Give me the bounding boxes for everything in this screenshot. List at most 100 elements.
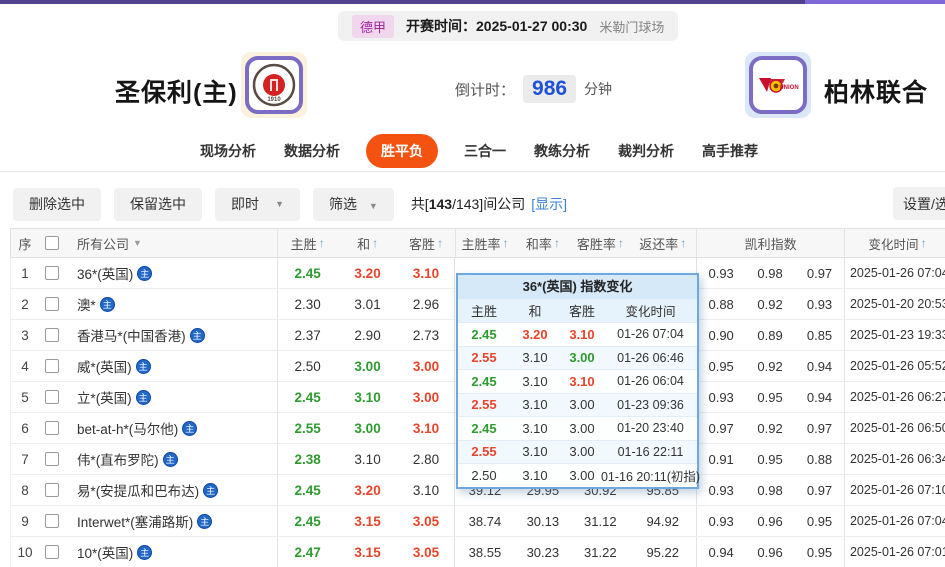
kelly-value: 0.88 bbox=[708, 296, 734, 312]
row-checkbox[interactable] bbox=[44, 452, 59, 466]
row-checkbox[interactable] bbox=[44, 390, 59, 404]
header-return-rate-sort[interactable]: 返还率 ↑ bbox=[629, 229, 698, 257]
kelly-value: 0.89 bbox=[757, 327, 783, 343]
header-draw-rate-sort[interactable]: 和率 ↑ bbox=[525, 236, 560, 252]
odds-value: 3.01 bbox=[354, 296, 381, 312]
cell-draw-odds: 3.20 bbox=[338, 475, 398, 505]
cell-kelly-away: 0.97 bbox=[795, 475, 845, 505]
odds-value: 3.10 bbox=[522, 420, 548, 436]
row-checkbox[interactable] bbox=[44, 514, 59, 528]
cell-kelly-home: 0.91 bbox=[697, 444, 745, 474]
row-checkbox[interactable] bbox=[44, 421, 59, 435]
popup-title: 36*(英国) 指数变化 bbox=[458, 275, 697, 299]
cell-kelly-home: 0.93 bbox=[697, 475, 745, 505]
row-checkbox[interactable] bbox=[44, 297, 59, 311]
popup-row: 2.55 3.10 3.00 01-26 06:46 bbox=[458, 345, 697, 369]
cell-draw-odds: 3.01 bbox=[338, 289, 398, 319]
table-row[interactable]: 8 易*(安提瓜和巴布达) 主 2.45 3.20 3.10 39.12 29.95 30.92… bbox=[10, 475, 945, 506]
keep-selected-button[interactable]: 保留选中 bbox=[114, 187, 202, 221]
cell-kelly-away: 0.94 bbox=[795, 382, 845, 412]
company-name: bet-at-h*(马尔他) bbox=[76, 422, 179, 437]
checkbox-icon[interactable] bbox=[44, 236, 59, 250]
header-home-rate-sort[interactable]: 主胜率 ↑ bbox=[461, 236, 509, 252]
row-checkbox-cell bbox=[39, 351, 65, 381]
cell-draw-odds: 3.15 bbox=[338, 506, 398, 536]
cell-change-time: 2025-01-26 07:01 bbox=[849, 545, 945, 559]
kelly-value: 0.93 bbox=[708, 482, 734, 498]
cell-company: 易*(安提瓜和巴布达) 主 bbox=[65, 475, 278, 505]
tab-胜平负[interactable]: 胜平负 bbox=[366, 134, 438, 168]
cell-home-win-odds: 2.45 bbox=[278, 258, 338, 288]
odds-value: 3.15 bbox=[354, 544, 381, 560]
svg-text:UNION: UNION bbox=[779, 85, 798, 91]
popup-change-time: 01-26 06:04 bbox=[617, 374, 684, 389]
cell-away-win-odds: 3.10 bbox=[398, 475, 456, 505]
tab-高手推荐[interactable]: 高手推荐 bbox=[702, 143, 758, 159]
cell-away-rate: 31.12 bbox=[571, 506, 629, 536]
row-checkbox[interactable] bbox=[44, 359, 59, 373]
cell-away-win-odds: 3.00 bbox=[398, 351, 456, 381]
filter-select[interactable]: 筛选 ▼ bbox=[313, 187, 394, 221]
kelly-value: 0.95 bbox=[708, 358, 734, 374]
header-change-time-sort[interactable]: 变化时间 ↑ bbox=[868, 236, 927, 252]
row-checkbox[interactable] bbox=[44, 545, 59, 559]
row-seq: 9 bbox=[21, 513, 29, 529]
row-seq: 4 bbox=[21, 358, 29, 374]
show-link[interactable]: [显示] bbox=[531, 196, 567, 212]
header-home-win-sort[interactable]: 主胜 ↑ bbox=[290, 236, 325, 252]
tab-数据分析[interactable]: 数据分析 bbox=[284, 143, 340, 159]
tab-现场分析[interactable]: 现场分析 bbox=[200, 143, 256, 159]
instant-select[interactable]: 即时 ▼ bbox=[215, 187, 300, 221]
header-company[interactable]: 所有公司 ▼ bbox=[65, 229, 278, 257]
countdown-value: 986 bbox=[523, 75, 577, 103]
delete-selected-button[interactable]: 删除选中 bbox=[13, 187, 101, 221]
company-name: Interwet*(塞浦路斯) bbox=[76, 515, 194, 530]
header-draw-sort[interactable]: 和 ↑ bbox=[357, 236, 379, 252]
home-team-name: 圣保利(主) bbox=[115, 79, 238, 107]
loading-strip-light bbox=[805, 0, 945, 4]
odds-value: 3.05 bbox=[412, 544, 440, 560]
cell-kelly-home: 0.97 bbox=[697, 413, 745, 443]
odds-value: 3.00 bbox=[569, 467, 595, 483]
row-seq: 5 bbox=[21, 389, 29, 405]
company-count-text: 共[143/143]间公司 bbox=[410, 196, 526, 212]
row-checkbox[interactable] bbox=[44, 483, 59, 497]
row-checkbox[interactable] bbox=[44, 328, 59, 342]
header-select-all-checkbox[interactable] bbox=[39, 229, 65, 257]
league-badge: 德甲 bbox=[352, 14, 395, 38]
cell-away-win-odds: 3.10 bbox=[398, 258, 456, 288]
tab-教练分析[interactable]: 教练分析 bbox=[534, 143, 590, 159]
rate-value: 94.92 bbox=[646, 513, 679, 529]
header-away-rate-sort[interactable]: 客胜率 ↑ bbox=[576, 236, 624, 252]
cell-kelly-home: 0.95 bbox=[697, 351, 745, 381]
kelly-value: 0.91 bbox=[708, 451, 734, 467]
cell-company: bet-at-h*(马尔他) 主 bbox=[65, 413, 278, 443]
away-team-name: 柏林联合 bbox=[824, 79, 929, 107]
odds-value: 3.05 bbox=[412, 513, 440, 529]
cell-away-win-odds: 3.10 bbox=[398, 413, 456, 443]
odds-value: 3.10 bbox=[522, 350, 548, 366]
kelly-value: 0.92 bbox=[757, 420, 783, 436]
row-seq: 1 bbox=[21, 265, 29, 281]
row-checkbox[interactable] bbox=[44, 266, 59, 280]
cell-home-win-odds: 2.37 bbox=[278, 320, 338, 350]
odds-value: 2.55 bbox=[471, 350, 497, 366]
table-row[interactable]: 10 10*(英国) 主 2.47 3.15 3.05 38.55 30.23 31.22 95.… bbox=[10, 537, 945, 567]
cell-kelly-away: 0.97 bbox=[795, 258, 845, 288]
company-name: 36*(英国) bbox=[76, 267, 134, 282]
table-row[interactable]: 9 Interwet*(塞浦路斯) 主 2.45 3.15 3.05 38.74 30.13 3… bbox=[10, 506, 945, 537]
odds-value: 3.00 bbox=[569, 420, 595, 436]
popup-row: 2.55 3.10 3.00 01-23 09:36 bbox=[458, 392, 697, 416]
settings-button[interactable]: 设置/选 bbox=[893, 187, 945, 220]
sort-up-icon: ↑ bbox=[437, 236, 444, 250]
svg-text:1910: 1910 bbox=[267, 97, 281, 103]
tab-裁判分析[interactable]: 裁判分析 bbox=[618, 143, 674, 159]
kelly-value: 0.95 bbox=[757, 389, 783, 405]
popup-draw-odds: 3.20 bbox=[510, 323, 560, 346]
cell-kelly-draw: 0.92 bbox=[745, 413, 795, 443]
header-away-win-sort[interactable]: 客胜 ↑ bbox=[398, 229, 456, 257]
odds-value: 3.10 bbox=[522, 373, 548, 389]
cell-company: 36*(英国) 主 bbox=[65, 258, 278, 288]
cell-kelly-draw: 0.92 bbox=[745, 351, 795, 381]
tab-三合一[interactable]: 三合一 bbox=[464, 143, 506, 159]
